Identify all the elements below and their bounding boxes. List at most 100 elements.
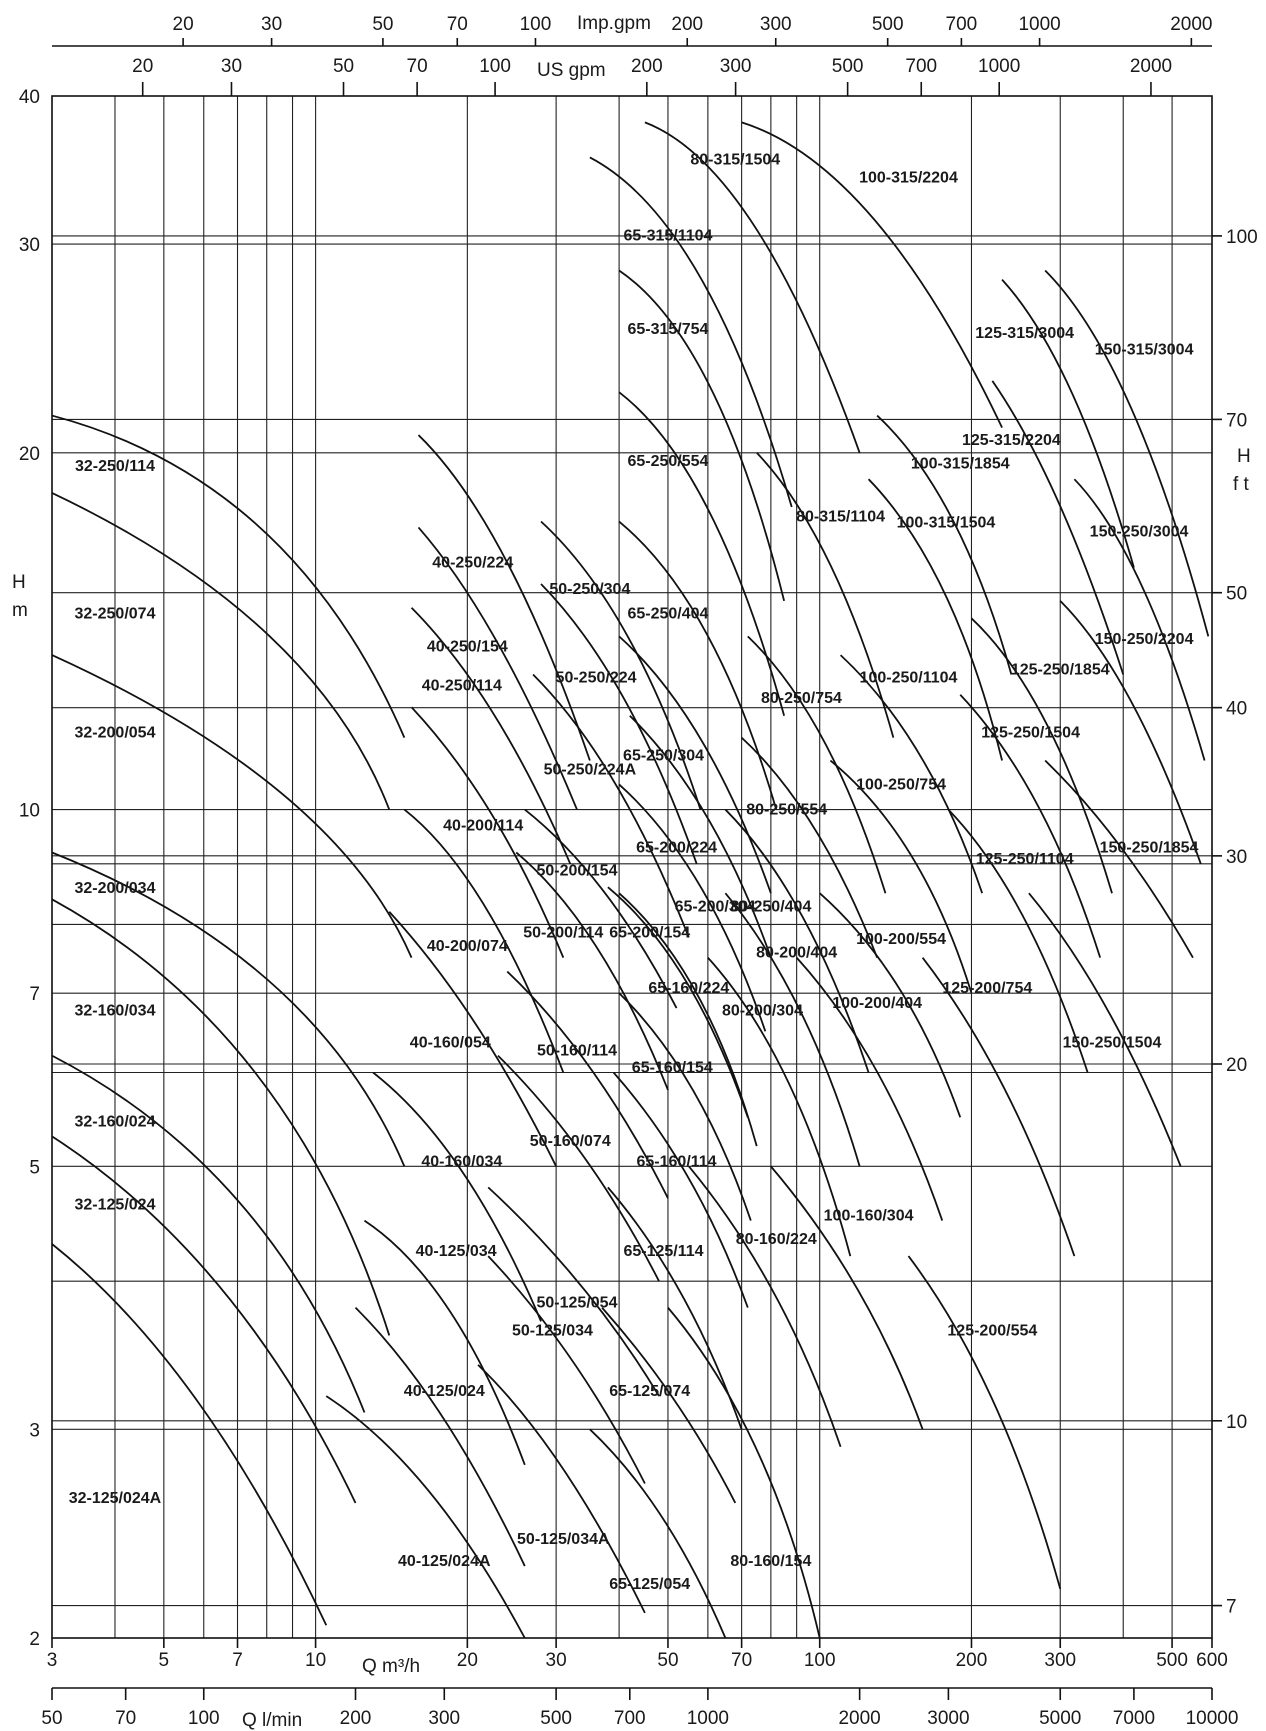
usgpm-tick-label: 1000 (978, 56, 1020, 77)
pump-curve (991, 380, 1125, 675)
pump-label: 125-200/554 (947, 1322, 1037, 1339)
pump-curve (907, 1255, 1062, 1590)
x-tick-label: 200 (956, 1650, 988, 1671)
pump-label: 80-315/1504 (690, 152, 780, 169)
lmin-tick-label: 700 (614, 1708, 646, 1729)
y-tick-label: 7 (29, 984, 40, 1005)
pump-label: 100-315/1854 (911, 455, 1010, 472)
pump-label: 32-125/024 (75, 1196, 156, 1213)
x-tick-label: 300 (1044, 1650, 1076, 1671)
pump-curve (51, 492, 391, 810)
pump-label: 125-250/1504 (981, 725, 1080, 742)
pump-curve (524, 808, 678, 1009)
pump-curve (618, 635, 772, 894)
pump-label: 150-250/1854 (1100, 839, 1199, 856)
pump-label: 40-125/024A (398, 1553, 491, 1570)
impgpm-axis-label: Imp.gpm (577, 13, 651, 34)
lmin-tick-label: 500 (540, 1708, 572, 1729)
pump-curve (354, 1306, 526, 1567)
x-tick-label: 30 (546, 1650, 567, 1671)
ft-tick-label: 7 (1226, 1597, 1237, 1618)
pump-label: 65-125/054 (609, 1576, 690, 1593)
pump-curve (921, 957, 1076, 1257)
x-tick-label: 3 (47, 1650, 58, 1671)
lmin-tick-label: 1000 (687, 1708, 729, 1729)
pump-curve (410, 706, 565, 958)
pump-curve (388, 911, 557, 1167)
x-axis-label: Q m³/h (362, 1656, 420, 1677)
pump-label: 32-160/024 (75, 1114, 156, 1131)
pump-curve (1059, 600, 1202, 865)
pump-curve (540, 583, 698, 865)
y-axis-unit-label: m (12, 600, 28, 621)
pump-curve (506, 970, 669, 1199)
pump-curve (819, 892, 962, 1118)
y-tick-label: 3 (29, 1420, 40, 1441)
pump-label: 40-250/224 (432, 555, 513, 572)
pump-curve (1001, 278, 1135, 568)
pump-curve (487, 1186, 660, 1397)
pump-label: 100-200/554 (856, 931, 946, 948)
impgpm-tick-label: 700 (946, 14, 978, 35)
pump-label: 40-250/154 (427, 638, 508, 655)
usgpm-tick-label: 2000 (1130, 56, 1172, 77)
impgpm-tick-label: 1000 (1018, 14, 1060, 35)
pump-curve (612, 1071, 749, 1308)
pump-label: 125-315/2204 (962, 432, 1061, 449)
pump-curve (1028, 892, 1182, 1167)
pump-curve (51, 1135, 357, 1504)
pump-curve (589, 156, 793, 508)
pump-curve (644, 121, 861, 454)
lmin-axis-label: Q l/min (242, 1710, 302, 1731)
impgpm-tick-label: 50 (372, 14, 393, 35)
pump-curve (325, 1395, 526, 1639)
lmin-tick-label: 100 (188, 1708, 220, 1729)
pump-curve (770, 1165, 924, 1430)
x-tick-label: 5 (159, 1650, 170, 1671)
y-tick-label: 2 (29, 1629, 40, 1650)
usgpm-tick-label: 700 (905, 56, 937, 77)
pump-curve (876, 414, 1013, 675)
pump-label: 50-125/034 (512, 1322, 593, 1339)
pump-label: 50-250/304 (549, 581, 630, 598)
pump-curve (372, 1071, 542, 1322)
ft-tick-label: 20 (1226, 1055, 1247, 1076)
pump-curve (741, 121, 1003, 429)
pump-curve (403, 808, 565, 1073)
pump-label: 32-160/034 (75, 1003, 156, 1020)
impgpm-tick-label: 20 (173, 14, 194, 35)
lmin-tick-label: 70 (115, 1708, 136, 1729)
pump-curve (618, 520, 778, 810)
impgpm-tick-label: 300 (760, 14, 792, 35)
pump-curve (959, 694, 1102, 958)
y-axis-h-label: H (12, 572, 26, 593)
pump-label: 50-160/114 (537, 1043, 617, 1060)
pump-label: 125-250/1104 (976, 851, 1074, 868)
pump-curve (487, 1255, 646, 1484)
pump-label: 40-200/114 (443, 818, 523, 835)
pump-curve (410, 607, 572, 865)
pump-label: 80-250/754 (761, 690, 842, 707)
impgpm-tick-label: 2000 (1170, 14, 1212, 35)
ft-tick-label: 30 (1226, 847, 1247, 868)
y2-axis-h-label: H (1237, 446, 1251, 467)
ft-tick-label: 100 (1226, 227, 1258, 248)
pump-curve (947, 808, 1089, 1073)
pump-label: 80-200/404 (756, 945, 837, 962)
pump-label: 100-160/304 (824, 1208, 914, 1225)
pump-label: 80-315/1104 (796, 509, 885, 526)
pump-label: 50-250/224 (556, 670, 637, 687)
pump-curve (724, 892, 861, 1167)
pump-label: 65-160/224 (648, 980, 729, 997)
pump-label: 65-200/304 (675, 899, 756, 916)
pump-label: 40-200/074 (427, 938, 508, 955)
pump-labels: 32-125/024A 32-125/024 32-160/024 32-160/03… (69, 152, 1199, 1593)
x-tick-label: 500 (1156, 1650, 1188, 1671)
impgpm-tick-label: 70 (447, 14, 468, 35)
pump-curve (363, 1219, 526, 1466)
pump-curve (497, 1054, 660, 1282)
pump-label: 150-315/3004 (1095, 342, 1194, 359)
ft-tick-label: 50 (1226, 584, 1247, 605)
pump-curve (618, 783, 767, 1032)
